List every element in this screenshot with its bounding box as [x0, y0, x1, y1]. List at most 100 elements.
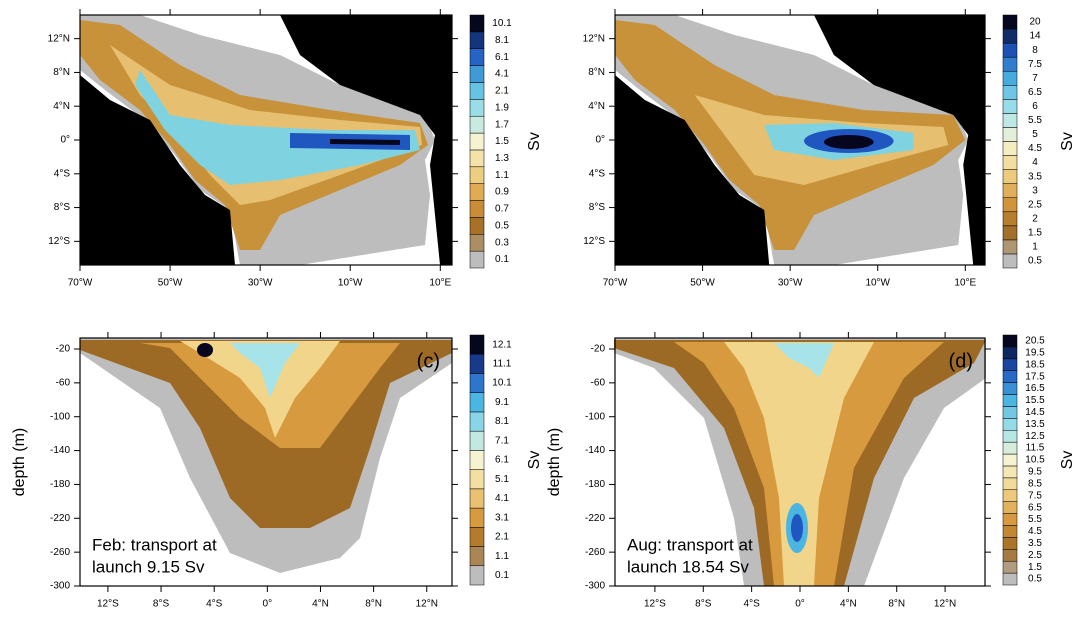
colorbar-label: 0.1: [495, 254, 509, 265]
x-tick-label: 30°W: [778, 278, 803, 289]
colorbar-box: [1002, 85, 1018, 100]
colorbar-label: 6.5: [1028, 502, 1042, 513]
colorbar-box: [469, 65, 485, 83]
colorbar-label: 15.5: [1025, 395, 1045, 406]
colorbar-label: 3.1: [495, 512, 509, 523]
colorbar-box: [469, 392, 485, 413]
colorbar-box: [469, 99, 485, 117]
colorbar-label: 11.1: [493, 358, 512, 369]
x-tick-label: 4°N: [840, 599, 857, 610]
colorbar-label: 11.5: [1026, 443, 1045, 454]
colorbar-label: 12.5: [1025, 431, 1045, 442]
annotation: launch 9.15 Sv: [92, 557, 205, 576]
colorbar-box: [469, 234, 485, 252]
colorbar-box: [1002, 465, 1018, 479]
colorbar-label: 4.5: [1028, 143, 1042, 154]
colorbar-label: 1.9: [495, 102, 509, 113]
colorbar-box: [1002, 418, 1018, 431]
colorbar-box: [1002, 141, 1018, 156]
colorbar-box: [469, 488, 485, 509]
colorbar-box: [469, 200, 485, 218]
colorbar-label: 9.1: [495, 397, 509, 408]
y-tick-label: 4°S: [589, 168, 606, 179]
colorbar-title: Sv: [526, 451, 543, 470]
colorbar-box: [1002, 358, 1018, 371]
colorbar-label: 4.5: [1028, 526, 1042, 537]
annotation: Aug: transport at: [627, 535, 753, 554]
x-tick-label: 50°W: [158, 278, 183, 289]
colorbar-box: [1002, 70, 1018, 86]
x-tick-label: 4°N: [312, 599, 329, 610]
x-tick-label: 8°S: [153, 599, 170, 610]
field-layer: [80, 15, 986, 586]
y-tick-label: 0°: [595, 135, 605, 146]
x-tick-label: 12°S: [97, 599, 119, 610]
y-axis-label: depth (m): [11, 428, 28, 496]
colorbar-label: 1.7: [495, 119, 509, 130]
colorbar-label: 10.1: [492, 18, 512, 29]
colorbar-label: 1.5: [495, 136, 509, 147]
colorbar-label: 4.1: [495, 69, 509, 80]
colorbar-label: 5.5: [1028, 514, 1042, 525]
y-tick-label: -140: [50, 445, 70, 456]
colorbar-box: [1002, 334, 1018, 348]
colorbar-label: 7.5: [1028, 59, 1042, 70]
y-tick-label: -20: [56, 344, 71, 355]
y-tick-label: 8°S: [54, 202, 71, 213]
colorbar-label: 0.5: [1028, 574, 1042, 585]
colorbar-box: [1002, 441, 1018, 455]
y-tick-label: -100: [585, 411, 605, 422]
colorbar-label: 3.5: [1028, 171, 1042, 182]
y-tick-label: 12°N: [583, 33, 605, 44]
transport-field: [615, 15, 986, 265]
colorbar-label: 5: [1032, 129, 1038, 140]
colorbar-box: [1002, 253, 1018, 269]
colorbar-box: [469, 48, 485, 66]
colorbar-box: [469, 430, 485, 451]
colorbar-box: [469, 334, 485, 355]
colorbar-label: 1: [1032, 242, 1038, 253]
colorbar-label: 1.3: [495, 153, 509, 164]
colorbar-label: 1.5: [1028, 562, 1042, 573]
colorbar-box: [1002, 211, 1018, 227]
colorbar-label: 1.5: [1028, 228, 1042, 239]
colorbar-box: [1002, 239, 1018, 255]
y-tick-label: 12°S: [583, 236, 605, 247]
plot-frame: [79, 337, 453, 587]
colorbar-label: 10.1: [492, 378, 512, 389]
colorbar-box: [469, 450, 485, 470]
colorbar-label: 4.1: [495, 493, 509, 504]
x-tick-label: 8°N: [365, 599, 382, 610]
x-tick-label: 30°W: [248, 278, 273, 289]
colorbar-label: 20.5: [1025, 336, 1045, 347]
colorbar-box: [1002, 572, 1018, 586]
colorbar-label: 4: [1032, 157, 1038, 168]
colorbar-label: 2.1: [495, 532, 509, 543]
colorbar-box: [469, 115, 485, 134]
y-axis-label: depth (m): [546, 428, 563, 496]
colorbar-label: 3: [1032, 185, 1038, 196]
colorbar-box: [469, 527, 485, 547]
panel-label: (c): [417, 350, 440, 372]
panel-label: (a): [416, 27, 440, 49]
colorbar-label: 0.5: [1028, 256, 1042, 267]
colorbar-label: 0.7: [495, 204, 509, 215]
colorbar-box: [1002, 537, 1018, 550]
colorbar-box: [1002, 169, 1018, 184]
colorbar-box: [1002, 113, 1018, 128]
colorbar-box: [469, 469, 485, 490]
colorbar-box: [1002, 429, 1018, 443]
colorbar-label: 1.1: [495, 551, 509, 562]
colorbar-label: 5.5: [1028, 115, 1042, 126]
x-tick-label: 70°W: [68, 278, 93, 289]
y-tick-label: -100: [50, 411, 70, 422]
x-tick-label: 10°E: [429, 278, 451, 289]
colorbar-label: 6: [1032, 101, 1038, 112]
colorbar-box: [1002, 155, 1018, 170]
colorbar-label: 10.5: [1025, 455, 1045, 466]
y-tick-label: -260: [50, 547, 70, 558]
colorbar-box: [1002, 56, 1018, 72]
x-tick-label: 10°W: [338, 278, 363, 289]
colorbar-box: [1002, 382, 1018, 395]
colorbar-label: 6.1: [495, 52, 509, 63]
